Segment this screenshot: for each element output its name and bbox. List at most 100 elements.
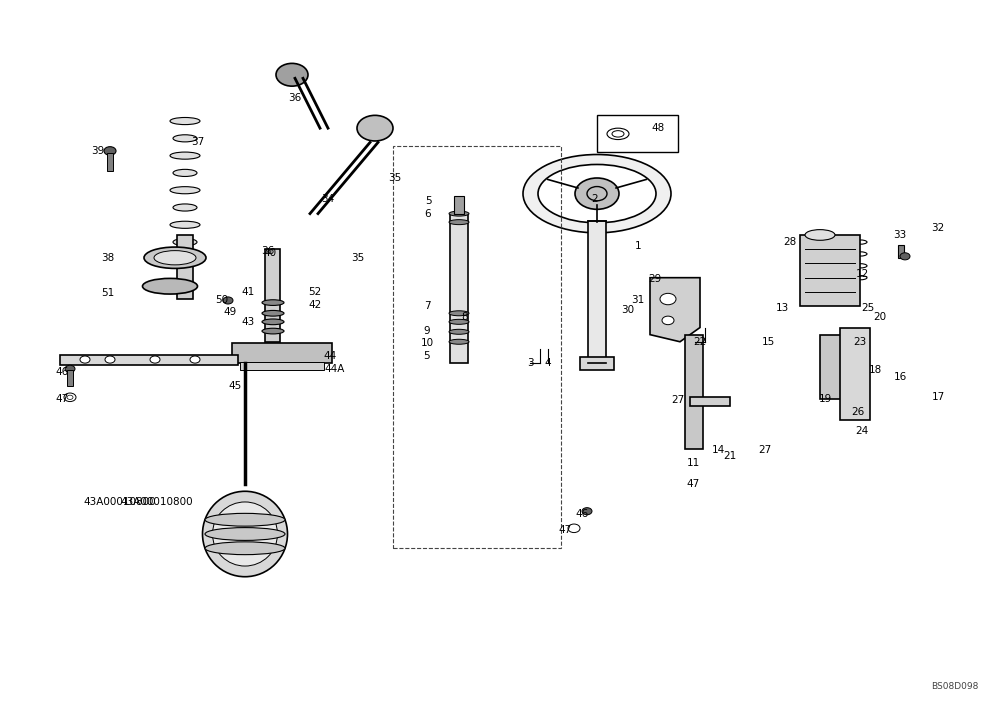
Text: 48: 48 xyxy=(651,123,665,133)
Ellipse shape xyxy=(449,329,469,335)
Bar xyxy=(450,214,468,363)
Text: 43A00010800: 43A00010800 xyxy=(120,497,193,507)
Text: 29: 29 xyxy=(648,274,662,284)
Text: 5: 5 xyxy=(424,351,430,361)
Text: 12: 12 xyxy=(855,269,869,279)
Text: 2: 2 xyxy=(592,194,598,204)
Ellipse shape xyxy=(144,247,206,268)
Text: 21: 21 xyxy=(723,451,737,461)
Text: 33: 33 xyxy=(893,230,907,240)
Text: 19: 19 xyxy=(818,394,832,404)
Text: 11: 11 xyxy=(686,458,700,468)
Text: 43: 43 xyxy=(241,317,255,327)
Text: 23: 23 xyxy=(853,337,867,347)
Ellipse shape xyxy=(143,278,198,294)
Text: 31: 31 xyxy=(631,295,645,305)
Ellipse shape xyxy=(154,251,196,265)
Ellipse shape xyxy=(538,164,656,223)
FancyBboxPatch shape xyxy=(597,115,678,152)
Text: 16: 16 xyxy=(893,372,907,382)
Text: 44A: 44A xyxy=(325,364,345,374)
Ellipse shape xyxy=(262,319,284,325)
Text: 51: 51 xyxy=(101,288,115,298)
Bar xyxy=(265,249,280,342)
Text: 50: 50 xyxy=(215,295,229,305)
Ellipse shape xyxy=(262,300,284,305)
Bar xyxy=(107,153,113,171)
Ellipse shape xyxy=(202,491,288,577)
Text: 25: 25 xyxy=(861,303,875,313)
Text: 35: 35 xyxy=(351,253,365,263)
Bar xyxy=(685,335,703,449)
Text: 42: 42 xyxy=(308,300,322,310)
Ellipse shape xyxy=(262,310,284,316)
Ellipse shape xyxy=(262,328,284,334)
Ellipse shape xyxy=(449,220,469,225)
Text: 10: 10 xyxy=(420,338,434,348)
Circle shape xyxy=(276,63,308,86)
Bar xyxy=(454,196,464,214)
Text: 34: 34 xyxy=(321,194,335,204)
Text: 41: 41 xyxy=(241,287,255,297)
Bar xyxy=(240,362,324,370)
Text: 44: 44 xyxy=(323,351,337,361)
Text: 24: 24 xyxy=(855,426,869,436)
Circle shape xyxy=(575,178,619,209)
Ellipse shape xyxy=(170,152,200,159)
Bar xyxy=(60,355,238,365)
Bar xyxy=(820,335,860,399)
Text: 14: 14 xyxy=(711,445,725,455)
Circle shape xyxy=(582,508,592,515)
Circle shape xyxy=(105,356,115,363)
Text: 30: 30 xyxy=(621,305,635,315)
Text: 27: 27 xyxy=(671,395,685,405)
Text: 5: 5 xyxy=(425,196,431,206)
Bar xyxy=(393,146,561,548)
Ellipse shape xyxy=(170,117,200,125)
Ellipse shape xyxy=(449,211,469,216)
Text: 22: 22 xyxy=(693,337,707,347)
Circle shape xyxy=(150,356,160,363)
Text: 45: 45 xyxy=(228,381,242,391)
Circle shape xyxy=(80,356,90,363)
Ellipse shape xyxy=(449,310,469,316)
Text: 15: 15 xyxy=(761,337,775,347)
Circle shape xyxy=(65,365,75,372)
Text: 4: 4 xyxy=(545,358,551,368)
Text: 6: 6 xyxy=(425,209,431,219)
Text: 27: 27 xyxy=(758,445,772,455)
Text: 36: 36 xyxy=(261,246,275,256)
Text: 47: 47 xyxy=(55,394,69,404)
Text: 47: 47 xyxy=(558,525,572,535)
Text: 1: 1 xyxy=(635,241,641,251)
Bar xyxy=(840,328,870,420)
Text: 37: 37 xyxy=(191,137,205,147)
Ellipse shape xyxy=(173,135,197,142)
Bar xyxy=(800,235,860,306)
Ellipse shape xyxy=(170,187,200,194)
Text: BS08D098: BS08D098 xyxy=(931,681,978,691)
Ellipse shape xyxy=(173,239,197,246)
Ellipse shape xyxy=(205,542,285,555)
Ellipse shape xyxy=(449,339,469,345)
Text: 52: 52 xyxy=(308,287,322,297)
Text: 9: 9 xyxy=(424,326,430,336)
Circle shape xyxy=(662,316,674,325)
Bar xyxy=(690,397,730,406)
Text: 49: 49 xyxy=(223,307,237,317)
Circle shape xyxy=(900,253,910,260)
Bar xyxy=(898,245,904,258)
Bar xyxy=(588,221,606,363)
Text: 43A00010800: 43A00010800 xyxy=(84,497,156,507)
Text: 20: 20 xyxy=(873,312,887,322)
Polygon shape xyxy=(650,278,700,342)
Text: 46: 46 xyxy=(55,367,69,377)
Bar xyxy=(67,370,73,386)
Bar xyxy=(580,357,614,370)
Text: 47: 47 xyxy=(686,479,700,489)
Ellipse shape xyxy=(449,319,469,325)
Circle shape xyxy=(104,147,116,155)
Text: 40: 40 xyxy=(263,248,277,258)
Text: 39: 39 xyxy=(91,146,105,156)
Bar xyxy=(177,235,193,299)
